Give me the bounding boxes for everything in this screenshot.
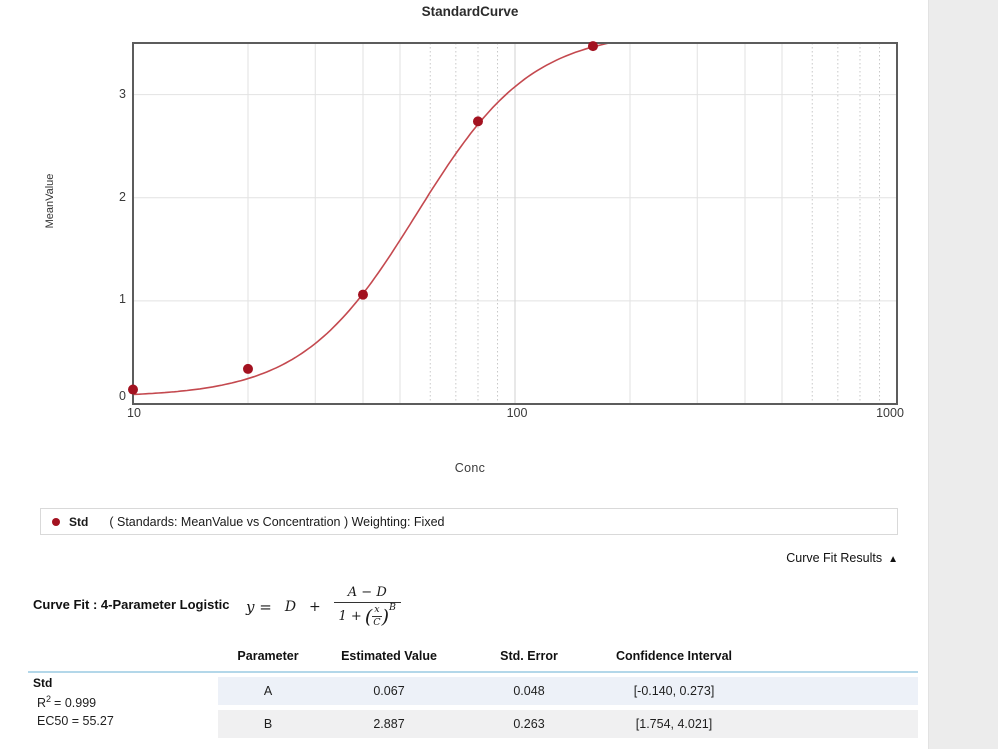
cell-estimated-value: 2.887 [373, 717, 405, 731]
table-row: B 2.887 0.263 [1.754, 4.021] [218, 710, 918, 738]
cell-parameter: B [263, 717, 273, 731]
equation-fraction: A − D 1 + ( x C ) B [333, 585, 401, 629]
equation-c: C [373, 617, 381, 629]
stats-group-name: Std [33, 676, 53, 690]
cell-confidence-interval: [1.754, 4.021] [635, 717, 713, 731]
r-squared-value: R2 = 0.999 [37, 694, 97, 711]
x-tick-label: 10 [127, 406, 141, 420]
x-tick-label: 1000 [876, 406, 904, 420]
x-axis-title: Conc [454, 461, 486, 475]
cell-confidence-interval: [-0.140, 0.273] [633, 684, 715, 698]
legend-description: ( Standards: MeanValue vs Concentration … [109, 514, 445, 529]
legend-marker-dot-icon [52, 517, 60, 526]
right-gutter [928, 0, 998, 749]
cell-std-error: 0.263 [513, 717, 545, 731]
fit-equation: y = D + A − D 1 + ( x C ) B [246, 585, 401, 629]
ec50-value: EC50 = 55.27 [37, 714, 114, 729]
y-tick-label: 2 [119, 190, 126, 204]
equation-den-prefix: 1 + [338, 609, 362, 625]
cell-estimated-value: 0.067 [373, 684, 405, 698]
equation-numerator: A − D [333, 585, 401, 603]
column-header-std-error: Std. Error [500, 649, 558, 663]
y-tick-label: 1 [119, 292, 126, 306]
table-row: A 0.067 0.048 [-0.140, 0.273] [218, 677, 918, 705]
column-header-confidence-interval: Confidence Interval [616, 649, 732, 663]
fit-statistics: Std R2 = 0.999 EC50 = 55.27 [33, 676, 114, 728]
y-tick-label: 3 [119, 87, 126, 101]
plot-border [132, 42, 898, 405]
open-paren: ( [364, 605, 373, 628]
table-header-rule [28, 671, 918, 673]
curve-fit-model-label: Curve Fit : 4-Parameter Logistic [33, 597, 230, 612]
y-tick-label: 0 [119, 389, 126, 403]
close-paren: ) [381, 605, 390, 628]
equation-xc-fraction: x C [372, 604, 382, 629]
curve-fit-results-label: Curve Fit Results [786, 551, 883, 565]
equation-term-d: D [284, 598, 297, 615]
equation-lhs: y = [246, 597, 272, 616]
standard-curve-plot [128, 41, 898, 405]
data-point-marker [587, 41, 598, 52]
chart-title: StandardCurve [421, 4, 519, 19]
data-point-marker [357, 289, 368, 300]
fit-curve-line [133, 43, 614, 396]
data-point-marker [128, 384, 138, 395]
equation-x: x [372, 604, 382, 618]
cell-std-error: 0.048 [513, 684, 545, 698]
column-header-estimated-value: Estimated Value [341, 649, 437, 663]
equation-exponent: B [389, 602, 396, 614]
collapse-triangle-icon: ▲ [888, 554, 898, 565]
x-tick-label: 100 [506, 406, 528, 420]
cell-parameter: A [263, 684, 273, 698]
legend-series-name: Std [69, 514, 89, 529]
data-point-marker [472, 116, 483, 127]
column-header-parameter: Parameter [237, 649, 299, 663]
curve-fit-results-toggle[interactable]: Curve Fit Results ▲ [598, 551, 898, 565]
equation-plus: + [309, 598, 321, 615]
data-point-marker [242, 363, 253, 374]
legend: Std ( Standards: MeanValue vs Concentrat… [40, 508, 898, 535]
y-axis-title: MeanValue [44, 173, 56, 229]
equation-denominator: 1 + ( x C ) B [338, 602, 396, 629]
